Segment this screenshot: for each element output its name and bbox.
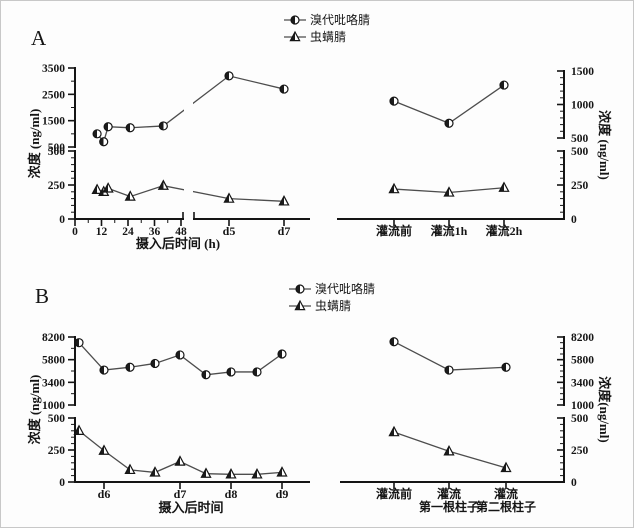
svg-text:浓度(ng/ml): 浓度(ng/ml): [597, 376, 612, 442]
svg-text:浓度 (ng/ml): 浓度 (ng/ml): [27, 375, 42, 445]
panel-b-letter: B: [35, 284, 49, 308]
svg-text:250: 250: [48, 180, 66, 192]
svg-text:8200: 8200: [571, 332, 594, 344]
chart-a-perfusion-series-circle: [389, 80, 509, 128]
chart-b-perfusion-series-triangle: [388, 425, 512, 473]
svg-text:第二根柱子: 第二根柱子: [476, 499, 536, 514]
svg-text:浓度 (ng/ml): 浓度 (ng/ml): [27, 109, 42, 179]
chart-a-time-series-circle: [92, 71, 289, 147]
chart-b-perfusion: 1000 3400 5800 8200 0 250 500 灌流前 灌流第一根柱子灌流第二根柱子…: [340, 332, 612, 514]
svg-text:1000: 1000: [571, 100, 594, 112]
chart-b-perfusion-series-circle: [389, 337, 511, 375]
svg-text:d8: d8: [225, 487, 238, 501]
chart-b-time: 1000 3400 5800 8200 0 250 500 d6 d7 d8 d9 摄入后时间 浓度 (…: [27, 332, 310, 515]
legend-b-item-chlorfenapyr-label: 虫螨腈: [315, 299, 351, 313]
svg-text:灌流: 灌流: [493, 486, 518, 501]
svg-text:500: 500: [48, 413, 66, 425]
svg-text:灌流前: 灌流前: [375, 223, 412, 238]
legend-marker-circle: [284, 15, 306, 25]
svg-text:5800: 5800: [571, 355, 594, 367]
svg-text:250: 250: [571, 445, 589, 457]
svg-text:0: 0: [59, 214, 65, 226]
svg-text:灌流2h: 灌流2h: [485, 223, 523, 238]
svg-text:第一根柱子: 第一根柱子: [419, 499, 479, 514]
chart-a-time: 500 1500 2500 3500 0 250 500 0 12 24 36 48 d5 d7 摄入后时间…: [27, 56, 310, 251]
chart-a-perfusion-series-triangle: [388, 181, 510, 197]
svg-text:250: 250: [48, 445, 66, 457]
svg-text:500: 500: [571, 146, 589, 158]
svg-text:500: 500: [48, 142, 66, 154]
svg-text:灌流1h: 灌流1h: [430, 223, 468, 238]
svg-text:d9: d9: [276, 487, 289, 501]
svg-text:0: 0: [571, 477, 577, 489]
legend-marker-triangle: [284, 30, 306, 42]
svg-text:1000: 1000: [571, 400, 594, 412]
panel-a-letter: A: [31, 26, 47, 50]
chart-a-time-series-triangle: [91, 179, 290, 206]
svg-text:浓度 (ng/ml): 浓度 (ng/ml): [597, 110, 612, 180]
svg-text:3400: 3400: [571, 377, 594, 389]
svg-text:0: 0: [72, 226, 78, 238]
svg-text:灌流: 灌流: [436, 486, 461, 501]
svg-text:摄入后时间: 摄入后时间: [158, 500, 223, 515]
svg-text:1000: 1000: [42, 400, 65, 412]
svg-text:d7: d7: [278, 224, 291, 238]
svg-text:1500: 1500: [571, 66, 594, 78]
svg-text:2500: 2500: [42, 89, 65, 101]
svg-text:0: 0: [571, 214, 577, 226]
svg-text:5800: 5800: [42, 355, 65, 367]
svg-text:d6: d6: [98, 487, 111, 501]
svg-text:500: 500: [48, 146, 66, 158]
chart-a-perfusion-axes: 500 1000 1500 0 250 500 灌流前 灌流1h 灌流2h 浓度 (ng/ml): [337, 66, 612, 238]
chart-a-time-axes: 500 1500 2500 3500 0 250 500 0 12 24 36 48 d5 d7 摄入后时间…: [27, 63, 310, 251]
legend-marker-triangle: [289, 299, 311, 311]
svg-text:48: 48: [175, 226, 187, 238]
svg-text:500: 500: [571, 413, 589, 425]
svg-text:d7: d7: [174, 487, 187, 501]
svg-text:d5: d5: [223, 224, 236, 238]
legend-a-item-bromochloronitrile-label: 溴代吡咯腈: [310, 12, 370, 27]
svg-text:0: 0: [59, 477, 65, 489]
legend-marker-circle: [289, 284, 311, 294]
chart-b-time-axes: 1000 3400 5800 8200 0 250 500 d6 d7 d8 d9 摄入后时间 浓度 (…: [27, 332, 310, 515]
svg-text:摄入后时间 (h): 摄入后时间 (h): [136, 236, 220, 251]
svg-text:灌流前: 灌流前: [375, 486, 412, 501]
svg-text:36: 36: [149, 226, 161, 238]
legend-a-item-chlorfenapyr-label: 虫螨腈: [310, 30, 346, 44]
chart-b-perfusion-axes: 1000 3400 5800 8200 0 250 500 灌流前 灌流第一根柱子灌流第二根柱子…: [340, 332, 612, 514]
svg-text:24: 24: [122, 226, 134, 238]
chart-b-time-series-circle: [74, 338, 287, 380]
svg-text:3400: 3400: [42, 377, 65, 389]
svg-text:8200: 8200: [42, 332, 65, 344]
svg-text:12: 12: [96, 226, 108, 238]
svg-text:1500: 1500: [42, 116, 65, 128]
legend-b-item-bromochloronitrile-label: 溴代吡咯腈: [315, 281, 375, 296]
chart-a-perfusion: 500 1000 1500 0 250 500 灌流前 灌流1h 灌流2h 浓度 (ng/ml): [337, 66, 612, 238]
svg-text:250: 250: [571, 180, 589, 192]
chart-b-time-series-triangle: [73, 424, 288, 479]
legend-b-markers: [289, 284, 311, 311]
legend-a-markers: [284, 15, 306, 42]
svg-text:500: 500: [571, 133, 589, 145]
svg-text:3500: 3500: [42, 63, 65, 75]
